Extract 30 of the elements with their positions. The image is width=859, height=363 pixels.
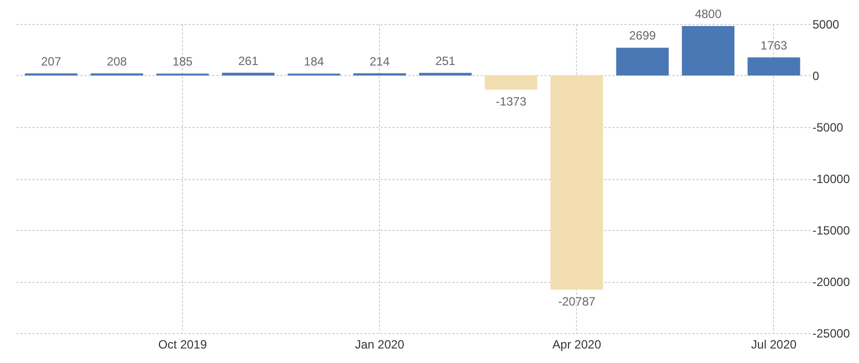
- data-label: 2699: [629, 28, 656, 43]
- bar: [616, 48, 669, 76]
- y-tick-label: -15000: [812, 224, 850, 238]
- x-tick-label: Oct 2019: [158, 338, 208, 352]
- y-tick-label: 5000: [812, 18, 840, 32]
- bar: [748, 57, 800, 76]
- data-label: -20787: [558, 294, 596, 309]
- x-tick-label: Jul 2020: [751, 338, 797, 352]
- data-label: 4800: [694, 7, 722, 22]
- data-label: -1373: [496, 94, 527, 109]
- y-tick-label: 0: [812, 69, 820, 83]
- data-label: 208: [106, 54, 128, 68]
- y-tick-label: -5000: [812, 120, 844, 134]
- y-tick-label: -25000: [812, 326, 850, 340]
- bar: [682, 26, 734, 76]
- bar: [484, 76, 538, 90]
- x-tick-label: Apr 2020: [552, 338, 602, 352]
- data-label: 185: [172, 54, 193, 69]
- x-tick-label: Jan 2020: [354, 338, 405, 352]
- bar: [222, 72, 275, 76]
- data-label: 261: [238, 54, 259, 68]
- y-tick-label: -10000: [812, 172, 850, 186]
- bar: [550, 76, 604, 290]
- data-label: 184: [304, 54, 324, 69]
- data-label: 1763: [760, 38, 788, 52]
- bar: [419, 72, 472, 76]
- data-label: 207: [41, 54, 62, 68]
- y-tick-label: -20000: [812, 275, 850, 289]
- data-label: 251: [435, 54, 456, 68]
- data-label: 214: [370, 54, 390, 68]
